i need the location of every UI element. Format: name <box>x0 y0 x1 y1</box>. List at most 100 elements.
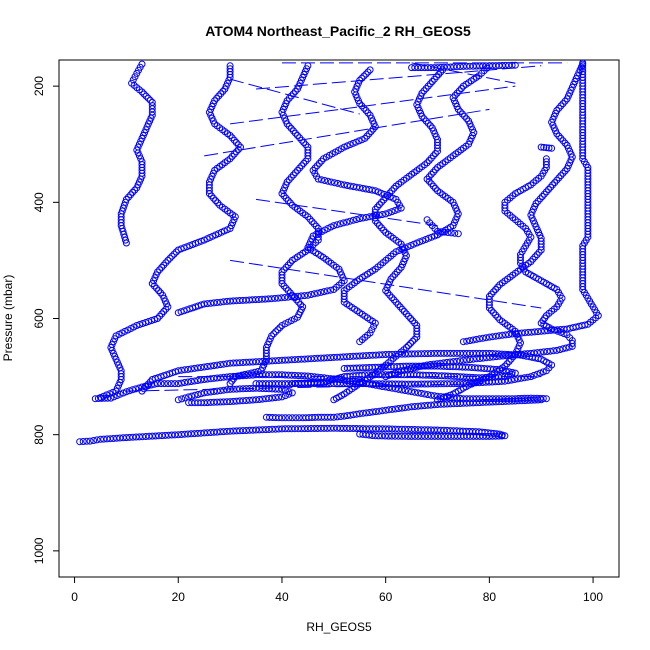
data-point <box>323 287 331 295</box>
data-point <box>86 437 94 445</box>
data-point <box>138 387 146 395</box>
data-point <box>540 143 548 151</box>
data-point <box>544 327 552 335</box>
data-point <box>463 399 471 407</box>
data-point <box>395 405 403 412</box>
data-point <box>272 385 279 393</box>
data-point <box>197 429 205 437</box>
data-point <box>531 328 539 336</box>
data-point <box>537 348 545 356</box>
data-point <box>431 184 439 192</box>
data-point <box>424 82 432 90</box>
data-point <box>343 182 351 189</box>
data-point <box>191 377 198 385</box>
data-point <box>286 199 294 207</box>
data-point <box>384 191 392 199</box>
data-point <box>210 362 218 370</box>
data-point <box>362 107 370 114</box>
data-point <box>291 356 299 364</box>
data-point <box>476 399 484 407</box>
data-point <box>170 250 178 258</box>
data-point <box>434 432 442 440</box>
chart-title: ATOM4 Northeast_Pacific_2 RH_GEOS5 <box>205 23 471 39</box>
data-point <box>378 425 386 433</box>
data-point <box>223 373 231 381</box>
data-point <box>421 380 429 388</box>
data-point <box>398 305 406 313</box>
data-point <box>210 428 218 436</box>
data-point <box>203 375 211 383</box>
data-point <box>404 387 412 395</box>
data-point <box>378 407 386 415</box>
data-point <box>140 90 148 98</box>
data-point <box>424 401 432 409</box>
data-point <box>304 355 312 363</box>
data-point <box>433 73 440 81</box>
data-point <box>228 152 236 160</box>
data-point <box>366 409 373 416</box>
data-point <box>307 291 315 298</box>
data-point <box>356 430 364 438</box>
data-point <box>385 350 393 358</box>
data-point <box>259 426 266 434</box>
data-point <box>184 430 192 438</box>
data-point <box>370 322 378 330</box>
data-point <box>268 425 276 433</box>
x-tick-label: 40 <box>275 590 289 604</box>
data-point <box>423 175 431 183</box>
data-point <box>424 391 432 399</box>
data-point <box>555 104 563 112</box>
data-point <box>518 397 526 405</box>
data-point <box>536 195 544 203</box>
y-tick-label: 200 <box>32 76 46 96</box>
data-point <box>359 184 367 192</box>
data-point <box>553 176 561 184</box>
data-point <box>142 319 150 326</box>
data-point <box>423 159 431 167</box>
connector-lines <box>126 62 568 392</box>
data-point <box>428 78 436 85</box>
data-point <box>375 380 383 388</box>
x-axis-label: RH_GEOS5 <box>306 620 372 634</box>
data-point <box>418 432 425 440</box>
data-point <box>559 137 567 145</box>
data-point <box>557 102 565 110</box>
x-tick-label: 60 <box>379 590 393 604</box>
data-point <box>533 251 541 259</box>
data-point <box>461 112 468 120</box>
data-point <box>498 331 506 339</box>
data-point <box>233 359 241 367</box>
data-point <box>194 364 202 372</box>
data-point <box>148 98 156 106</box>
data-point <box>479 334 487 342</box>
data-point <box>146 96 154 104</box>
data-point <box>216 201 224 209</box>
data-point <box>158 263 166 271</box>
data-point <box>340 424 347 432</box>
data-point <box>411 350 419 358</box>
data-point <box>286 289 294 297</box>
data-point <box>197 364 205 371</box>
data-point <box>210 398 218 406</box>
data-point <box>356 215 364 223</box>
data-point <box>553 326 561 334</box>
data-point <box>265 426 273 433</box>
data-point <box>287 293 295 301</box>
data-point <box>454 230 462 238</box>
data-point <box>508 61 516 69</box>
data-point <box>133 322 141 329</box>
data-point <box>386 189 394 197</box>
data-point <box>491 373 499 381</box>
data-point <box>473 355 481 363</box>
data-point <box>223 398 231 406</box>
data-point <box>307 372 315 380</box>
data-point <box>340 181 348 189</box>
data-point <box>288 371 296 379</box>
data-point <box>291 129 299 137</box>
y-tick-label: 1000 <box>32 537 46 564</box>
data-point <box>231 373 239 381</box>
data-point <box>421 390 429 398</box>
data-point <box>362 352 370 360</box>
connector-line <box>411 62 516 84</box>
data-point <box>425 234 433 242</box>
